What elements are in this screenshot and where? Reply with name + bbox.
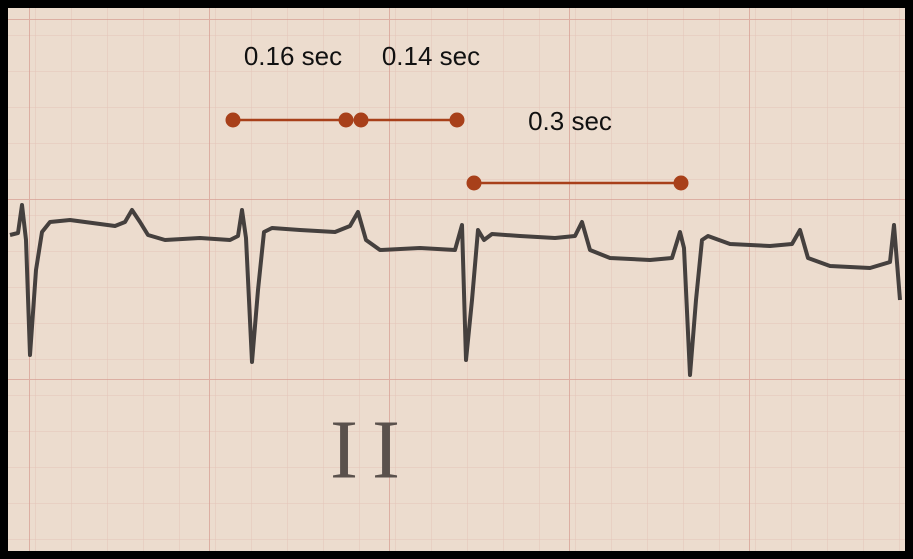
- interval-label: 0.3 sec: [528, 106, 612, 136]
- ecg-figure: 0.16 sec 0.14 sec 0.3 sec II: [0, 0, 913, 559]
- major-grid: [8, 8, 905, 551]
- lead-label: II: [330, 403, 414, 496]
- page: 0.16 sec 0.14 sec 0.3 sec II (() => { co…: [0, 0, 913, 559]
- interval-label: 0.16 sec: [244, 41, 342, 71]
- interval-label: 0.14 sec: [382, 41, 480, 71]
